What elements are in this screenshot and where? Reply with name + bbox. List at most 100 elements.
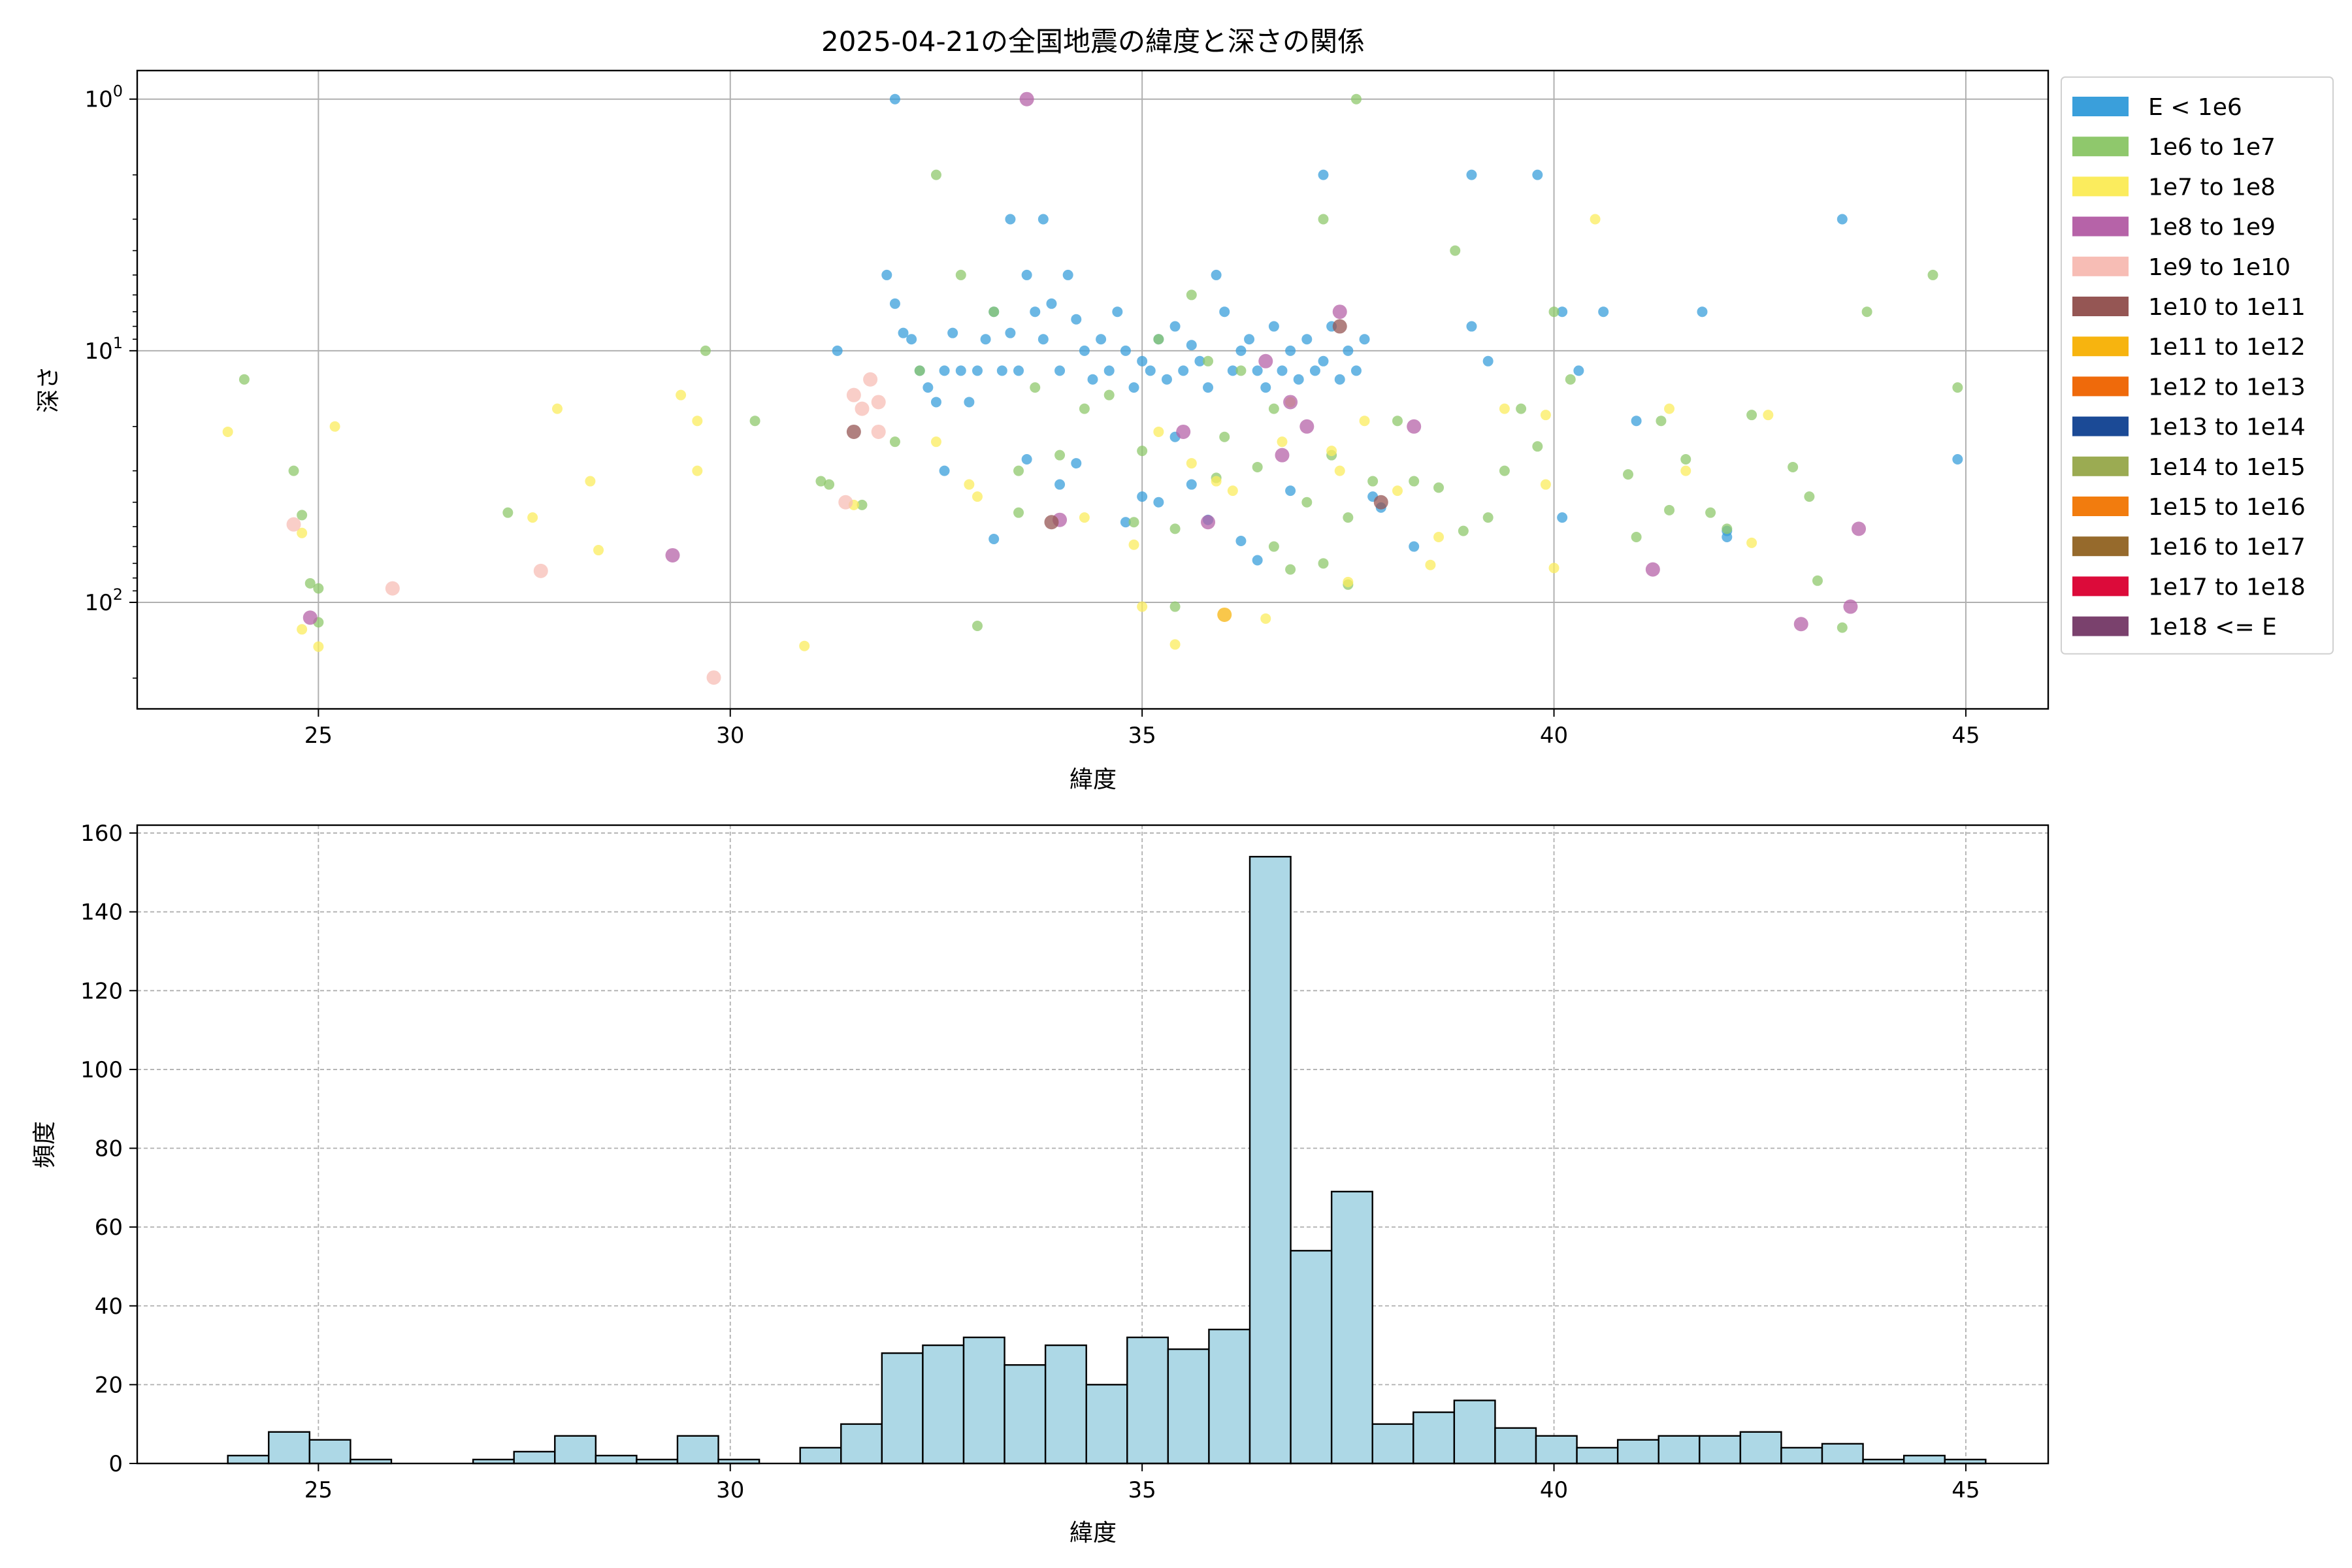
scatter-point (1201, 515, 1216, 530)
scatter-point (1103, 389, 1115, 400)
scatter-point (286, 517, 301, 532)
scatter-point (1219, 306, 1230, 318)
scatter-point (1283, 395, 1298, 410)
scatter-point (1540, 410, 1551, 421)
scatter-point (1161, 374, 1172, 385)
histogram-bar (268, 1431, 311, 1465)
scatter-point (939, 465, 950, 476)
scatter-point (1285, 564, 1296, 575)
scatter-point (1793, 617, 1808, 632)
legend-swatch (2072, 497, 2129, 516)
legend-label: 1e10 to 1e11 (2148, 294, 2306, 321)
scatter-point (1030, 306, 1041, 318)
histogram-bar (1085, 1384, 1128, 1465)
histogram-bar (1576, 1446, 1619, 1465)
scatter-point (1037, 334, 1049, 345)
scatter-point (1120, 517, 1131, 528)
scatter-point (1145, 365, 1156, 376)
scatter-point (1071, 314, 1082, 325)
histogram-bar (1903, 1454, 1946, 1465)
scatter-point (1548, 306, 1560, 318)
scatter-point (297, 624, 308, 635)
scatter-point (1285, 485, 1296, 497)
legend-label: 1e13 to 1e14 (2148, 414, 2306, 441)
scatter-point (1137, 355, 1148, 367)
scatter-point (1350, 93, 1362, 105)
histogram-bar (962, 1336, 1005, 1465)
scatter-y-label: 深さ (35, 366, 62, 413)
legend-label: 1e6 to 1e7 (2148, 134, 2276, 161)
scatter-point (527, 512, 538, 523)
legend-label: 1e12 to 1e13 (2148, 374, 2306, 400)
scatter-point (692, 416, 703, 427)
histogram-bar (1780, 1446, 1823, 1465)
legend-swatch (2072, 376, 2129, 397)
legend-box (2061, 76, 2334, 655)
scatter-point (1499, 465, 1510, 476)
scatter-point (1169, 321, 1181, 332)
scatter-x-tick-label: 40 (1540, 723, 1568, 749)
scatter-point (1244, 334, 1255, 345)
scatter-point (1258, 353, 1273, 368)
legend-swatch (2072, 297, 2129, 316)
scatter-frame (136, 69, 2050, 710)
scatter-point (1285, 345, 1296, 356)
scatter-point (1301, 497, 1313, 508)
scatter-point (1235, 365, 1247, 376)
legend-label: 1e8 to 1e9 (2148, 214, 2276, 241)
histogram-y-label: 頻度 (31, 1121, 58, 1168)
scatter-point (930, 397, 941, 408)
scatter-point (1680, 453, 1691, 465)
histogram-x-tick-label: 40 (1540, 1477, 1568, 1503)
scatter-point (1062, 269, 1073, 280)
scatter-point (1186, 479, 1197, 490)
scatter-point (1005, 214, 1016, 225)
histogram-bar (1739, 1431, 1782, 1465)
histogram-bar (554, 1435, 597, 1465)
histogram-bar (1413, 1411, 1456, 1465)
scatter-x-tick-label: 35 (1128, 723, 1156, 749)
scatter-point (1631, 416, 1642, 427)
histogram-bar (1658, 1435, 1701, 1465)
histogram-bar (1821, 1443, 1864, 1465)
scatter-point (1299, 419, 1315, 434)
scatter-point (898, 327, 909, 338)
scatter-point (1046, 298, 1057, 309)
histogram-bar (1249, 856, 1292, 1465)
scatter-point (1013, 465, 1024, 476)
scatter-point (863, 372, 878, 387)
scatter-point (304, 578, 316, 589)
scatter-point (297, 510, 308, 521)
scatter-point (1293, 374, 1304, 385)
histogram-bar (1535, 1435, 1578, 1465)
scatter-point (855, 401, 870, 416)
scatter-point (706, 670, 721, 685)
scatter-point (1153, 497, 1164, 508)
scatter-point (1277, 365, 1288, 376)
scatter-point (1054, 365, 1066, 376)
scatter-point (972, 365, 983, 376)
scatter-point (1227, 365, 1238, 376)
legend-label: 1e15 to 1e16 (2148, 494, 2306, 521)
histogram-bars (227, 856, 1987, 1465)
scatter-point (1227, 485, 1238, 497)
scatter-point (1235, 345, 1247, 356)
scatter-point (1268, 403, 1279, 414)
scatter-point (1565, 374, 1576, 385)
histogram-bar (308, 1439, 351, 1465)
scatter-x-tick-label: 45 (1952, 723, 1980, 749)
scatter-point (1482, 355, 1494, 367)
scatter-point (1367, 476, 1379, 487)
scatter-point (593, 545, 604, 556)
scatter-point (1153, 334, 1164, 345)
scatter-point (1557, 512, 1568, 523)
scatter-point (1927, 269, 1938, 280)
scatter-point (799, 640, 810, 651)
scatter-point (1392, 485, 1403, 497)
legend-swatch (2072, 216, 2129, 237)
scatter-point (1044, 515, 1059, 530)
scatter-point (1482, 512, 1494, 523)
scatter-point (1837, 622, 1848, 633)
legend-swatch (2072, 137, 2129, 157)
